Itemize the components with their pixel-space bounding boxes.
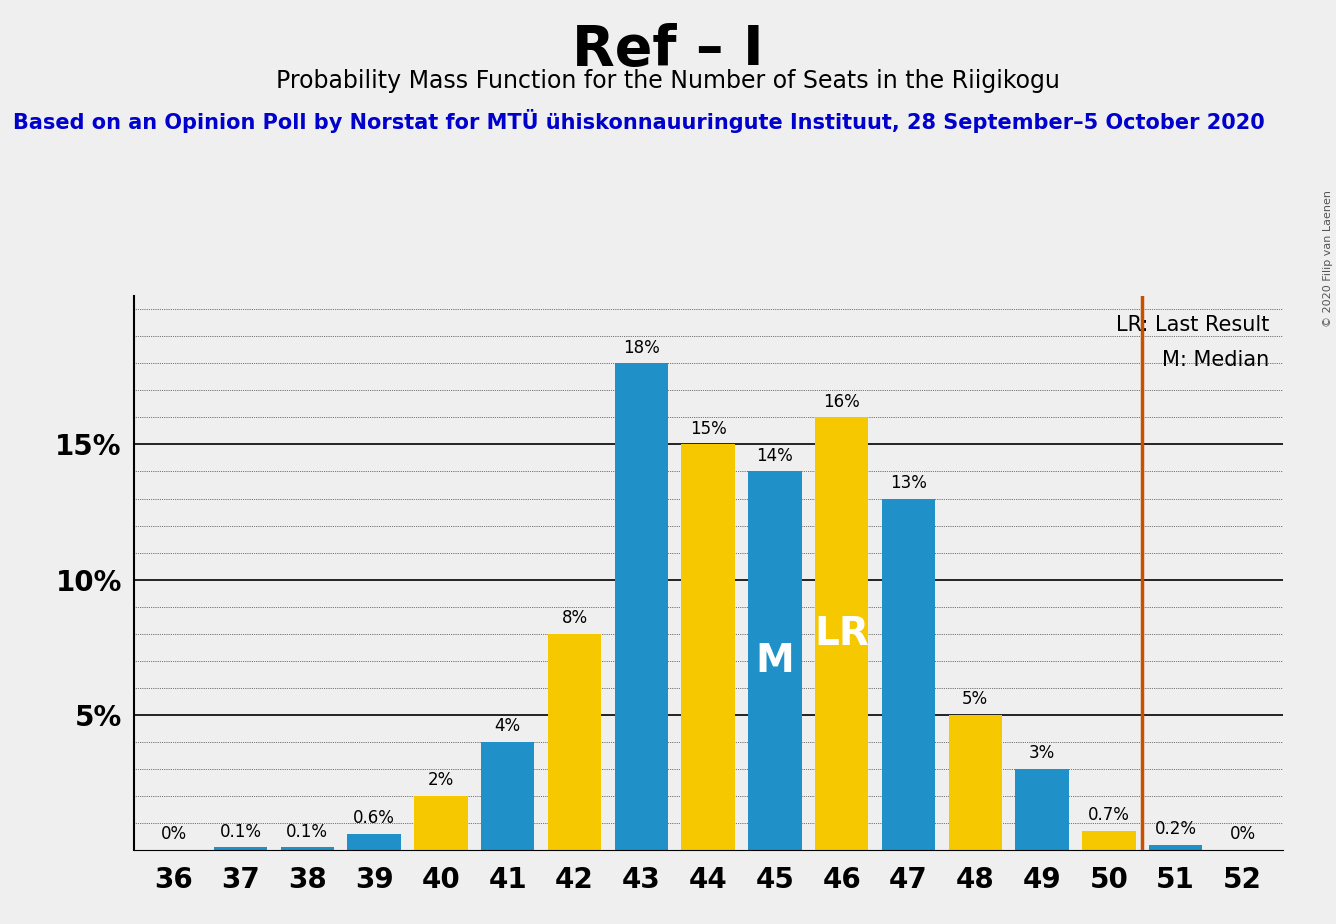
Text: 0.1%: 0.1% [286, 822, 329, 841]
Bar [1082, 832, 1136, 850]
Bar [281, 847, 334, 850]
Bar [615, 363, 668, 850]
Text: 2%: 2% [428, 772, 454, 789]
Text: 18%: 18% [623, 338, 660, 357]
Text: 8%: 8% [561, 609, 588, 627]
Bar [681, 444, 735, 850]
Text: LR: LR [814, 614, 870, 652]
Bar [748, 471, 802, 850]
Bar [815, 418, 868, 850]
Text: M: M [755, 642, 795, 680]
Text: © 2020 Filip van Laenen: © 2020 Filip van Laenen [1324, 190, 1333, 327]
Text: 0.7%: 0.7% [1088, 807, 1130, 824]
Text: Based on an Opinion Poll by Norstat for MTÜ ühiskonnauuringute Instituut, 28 Sep: Based on an Opinion Poll by Norstat for … [13, 109, 1265, 133]
Text: 5%: 5% [962, 690, 989, 708]
Text: 4%: 4% [494, 717, 521, 736]
Bar [548, 634, 601, 850]
Text: 0.6%: 0.6% [353, 809, 395, 827]
Text: 3%: 3% [1029, 744, 1055, 762]
Bar [1149, 845, 1202, 850]
Bar [347, 833, 401, 850]
Bar [414, 796, 468, 850]
Text: 14%: 14% [756, 446, 794, 465]
Text: 15%: 15% [689, 419, 727, 438]
Text: 16%: 16% [823, 393, 860, 410]
Bar [481, 742, 534, 850]
Text: 0%: 0% [160, 825, 187, 844]
Text: 0.1%: 0.1% [219, 822, 262, 841]
Text: M: Median: M: Median [1162, 350, 1269, 370]
Bar [214, 847, 267, 850]
Bar [1015, 769, 1069, 850]
Text: LR: Last Result: LR: Last Result [1116, 314, 1269, 334]
Text: 0%: 0% [1229, 825, 1256, 844]
Text: Probability Mass Function for the Number of Seats in the Riigikogu: Probability Mass Function for the Number… [277, 69, 1059, 93]
Text: Ref – I: Ref – I [572, 23, 764, 77]
Bar [882, 499, 935, 850]
Text: 13%: 13% [890, 474, 927, 492]
Bar [949, 715, 1002, 850]
Text: 0.2%: 0.2% [1154, 820, 1197, 838]
